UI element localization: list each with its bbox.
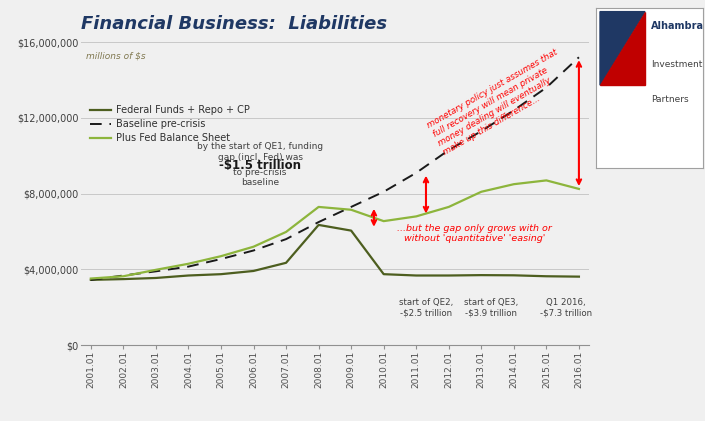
Text: Investment: Investment bbox=[651, 60, 703, 69]
Polygon shape bbox=[600, 12, 645, 85]
Text: start of QE3,
-$3.9 trillion: start of QE3, -$3.9 trillion bbox=[464, 298, 518, 317]
Text: monetary policy just assumes that
full recovery will mean private
money dealing : monetary policy just assumes that full r… bbox=[426, 48, 575, 157]
Text: ...but the gap only grows with or
without 'quantitative' 'easing': ...but the gap only grows with or withou… bbox=[398, 224, 552, 243]
Text: Q1 2016,
-$7.3 trillion: Q1 2016, -$7.3 trillion bbox=[540, 298, 592, 317]
Text: Partners: Partners bbox=[651, 95, 689, 104]
Polygon shape bbox=[600, 12, 645, 85]
Text: start of QE2,
-$2.5 trillion: start of QE2, -$2.5 trillion bbox=[399, 298, 453, 317]
Text: by the start of QE1, funding
gap (incl. Fed) was: by the start of QE1, funding gap (incl. … bbox=[197, 142, 323, 162]
Text: millions of $s: millions of $s bbox=[86, 51, 146, 60]
Text: -$1.5 trillion: -$1.5 trillion bbox=[219, 159, 301, 172]
Text: Financial Business:  Liabilities: Financial Business: Liabilities bbox=[81, 15, 387, 33]
Text: Alhambra: Alhambra bbox=[651, 21, 704, 31]
Legend: Federal Funds + Repo + CP, Baseline pre-crisis, Plus Fed Balance Sheet: Federal Funds + Repo + CP, Baseline pre-… bbox=[86, 101, 254, 147]
Text: to pre-crisis
baseline: to pre-crisis baseline bbox=[233, 168, 287, 187]
